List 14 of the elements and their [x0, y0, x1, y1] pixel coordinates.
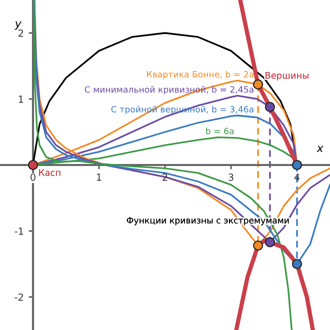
- y-tick-label: -2: [14, 293, 23, 301]
- series-label: Вершины: [266, 72, 308, 81]
- y-tick-label: -1: [14, 228, 24, 235]
- x-tick-label: 3: [228, 174, 234, 181]
- y-tick-label: 2: [18, 29, 23, 37]
- series-label: Квартика Бонне, b = 2a: [147, 70, 254, 80]
- x-tick-label: 1: [96, 174, 102, 181]
- y-axis-title: y: [14, 21, 22, 30]
- series-label: b = 6a: [206, 128, 234, 134]
- y-tick-label: 1: [18, 96, 24, 103]
- x-tick-label: 0: [30, 174, 36, 181]
- series-label: Касп: [39, 169, 60, 176]
- x-axis-title: x: [316, 146, 324, 152]
- x-tick-label: 4: [294, 174, 300, 181]
